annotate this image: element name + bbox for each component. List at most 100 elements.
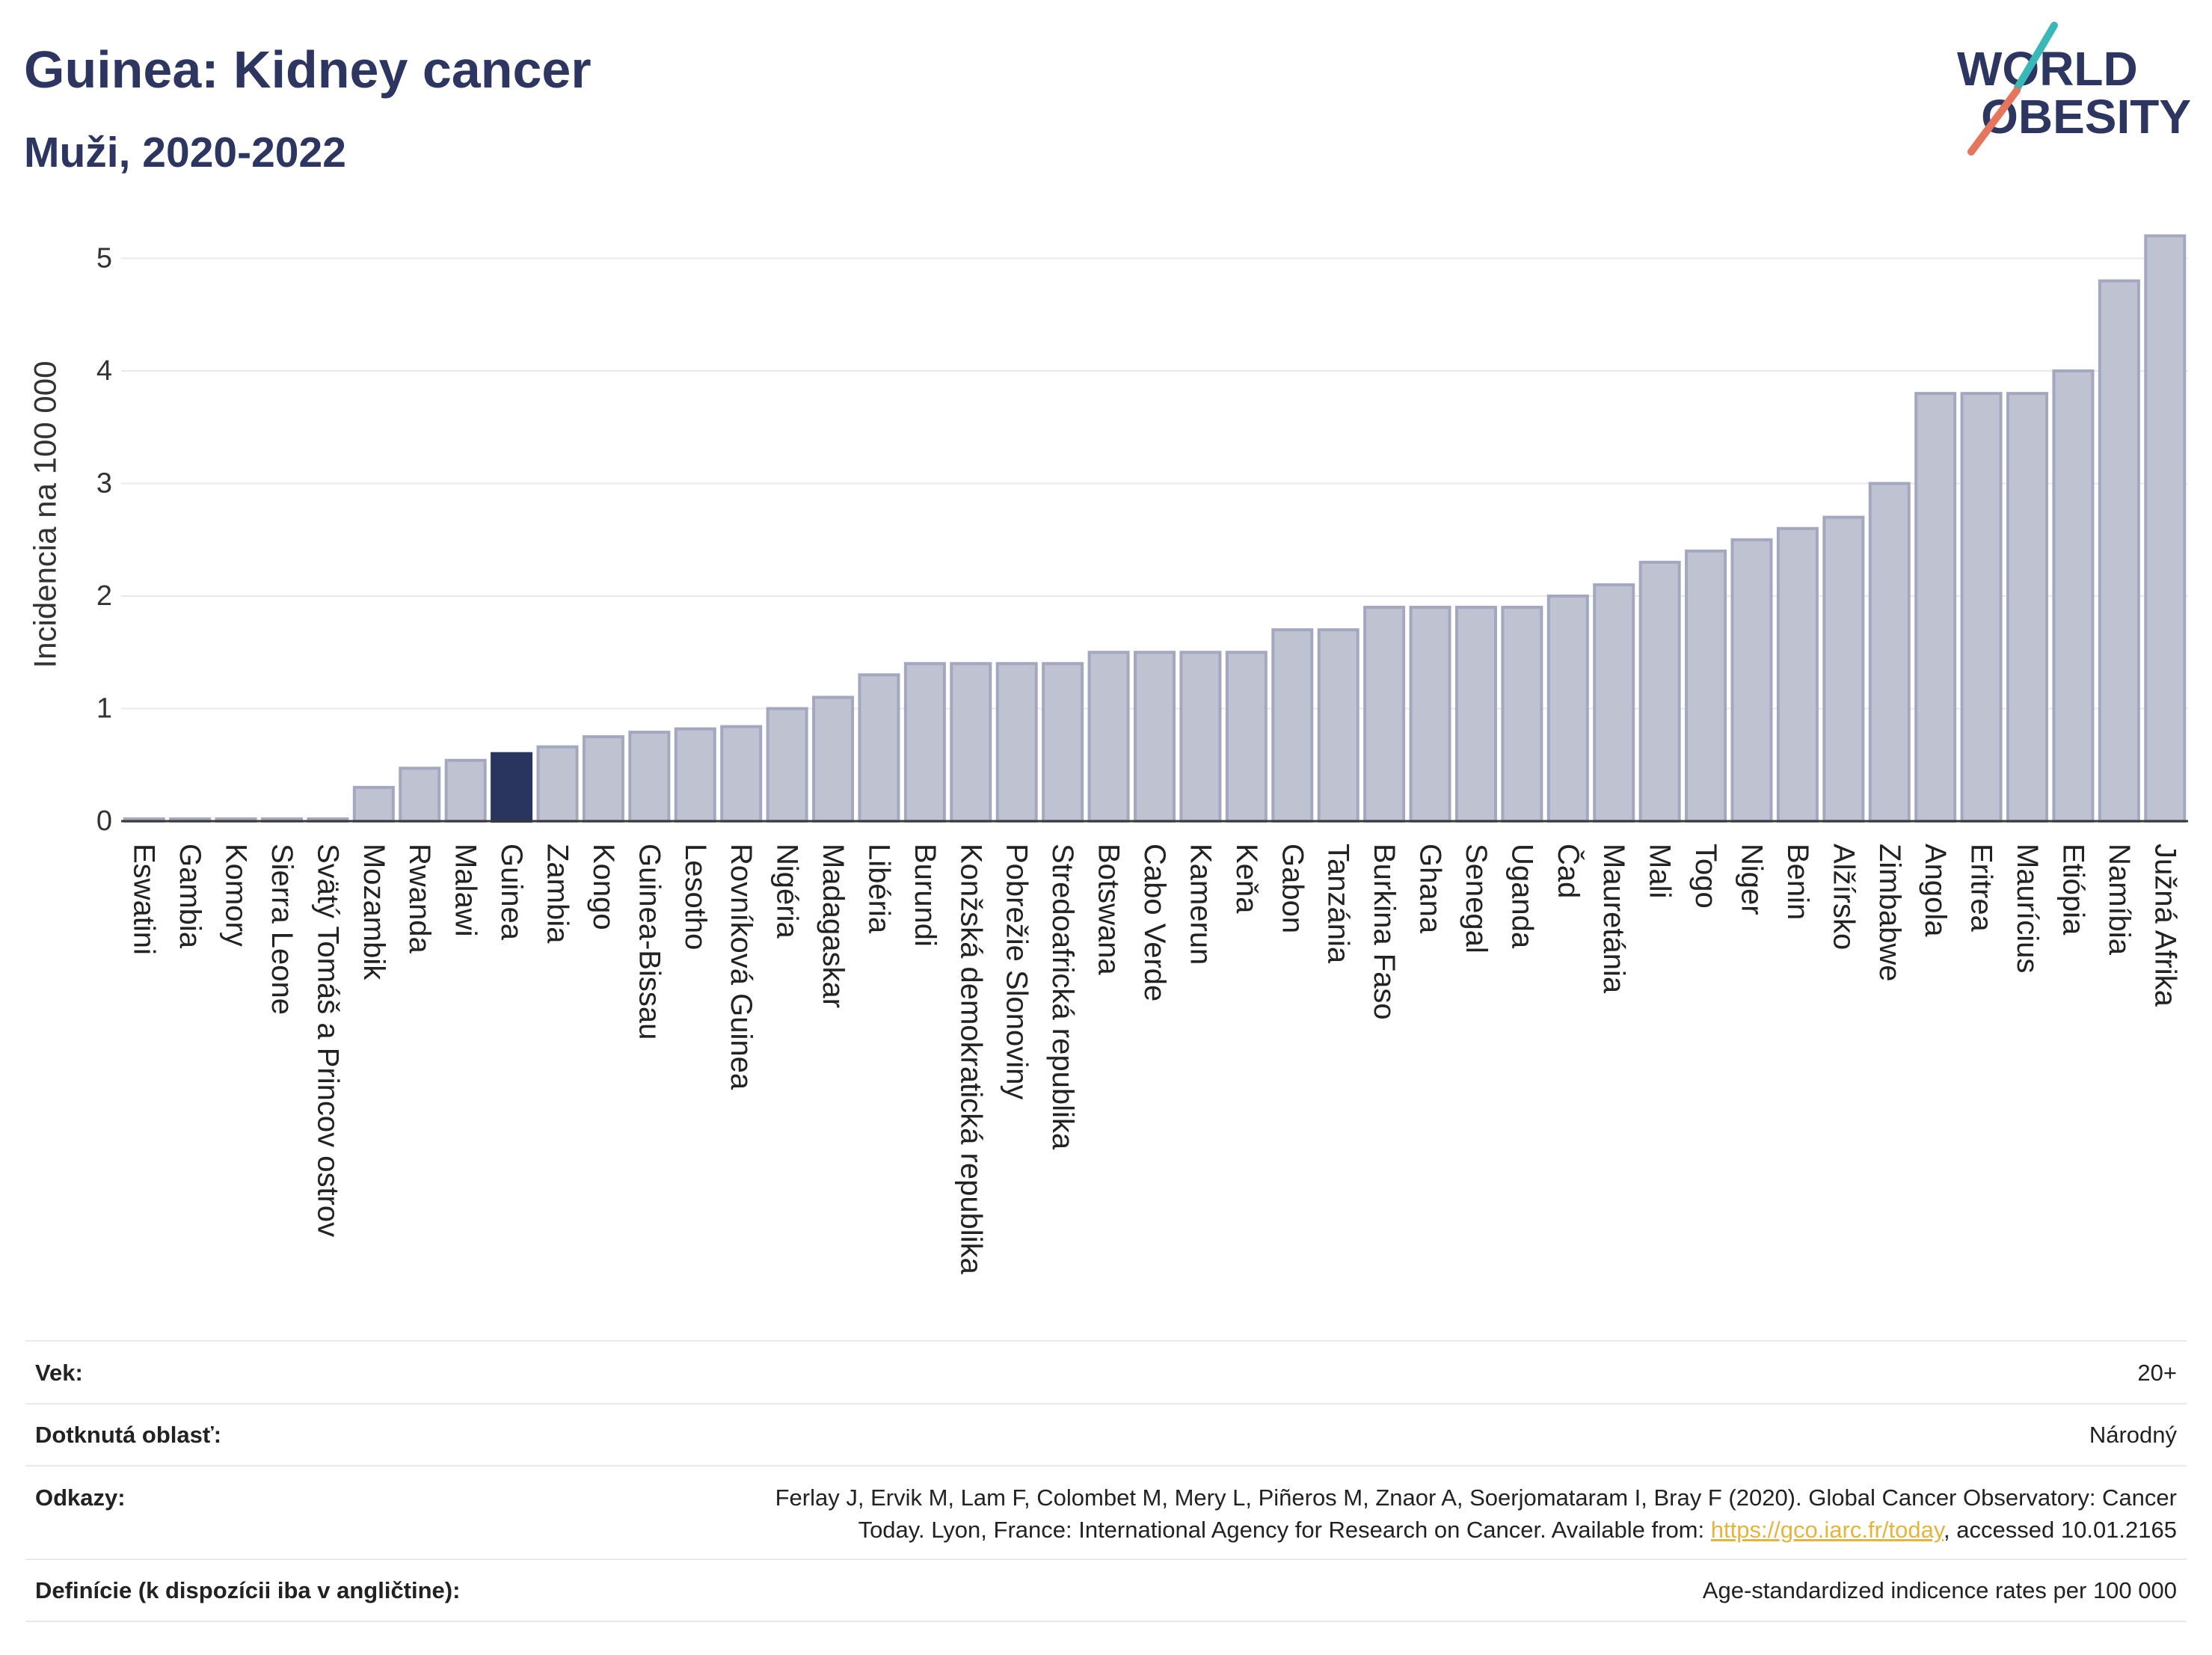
x-tick-label: Benin (1781, 844, 1814, 920)
x-tick-label: Tanzánia (1322, 844, 1355, 964)
references-link[interactable]: https://gco.iarc.fr/today (1710, 1517, 1944, 1543)
references-label: Odkazy: (35, 1484, 126, 1511)
footer-row-references: Odkazy: Ferlay J, Ervik M, Lam F, Colomb… (25, 1465, 2187, 1559)
bar (1546, 595, 1589, 823)
x-tick-label: Etiópia (2056, 844, 2089, 936)
world-obesity-logo: WORLD OBESITY (1957, 22, 2191, 156)
x-tick-label: Eritrea (1965, 844, 1998, 933)
x-tick-label: Keňa (1230, 844, 1263, 914)
bar (2006, 392, 2049, 823)
bar (2052, 369, 2095, 823)
logo-slash-coral (1967, 87, 2021, 156)
x-tick-label: Maurícius (2011, 844, 2044, 973)
y-tick-label: 1 (96, 693, 112, 725)
bar (812, 696, 855, 823)
x-tick-label: Niger (1735, 844, 1768, 915)
x-tick-label: Zimbabwe (1873, 844, 1906, 982)
references-accessed-text: , accessed 10.01.2165 (1944, 1517, 2177, 1543)
bar-chart: 0 1 2 3 4 5 Eswatini Gambia Komory Sierra Leone S… (28, 234, 2188, 1275)
footer-row-area: Dotknutá oblasť: Národný (25, 1403, 2187, 1465)
bar (1822, 515, 1865, 823)
bar (1914, 392, 1957, 823)
bar (1409, 606, 1451, 823)
x-tick-label: Pobrežie Slonoviny (1001, 844, 1033, 1099)
x-tick-label: Mauretánia (1597, 844, 1630, 994)
bar (399, 767, 441, 823)
logo-text-world: WORLD (1957, 42, 2138, 96)
bar (444, 758, 487, 823)
bar (1179, 651, 1222, 823)
x-tick-label: Mali (1644, 844, 1677, 898)
x-tick-label: Lesotho (679, 844, 712, 950)
x-tick-label: Botswana (1093, 844, 1125, 975)
bars (121, 234, 2188, 823)
bar (1868, 482, 1911, 823)
bar (1960, 392, 2003, 823)
references-line-2-text: Today. Lyon, France: International Agenc… (858, 1517, 1711, 1543)
bar (858, 673, 900, 823)
bar (995, 662, 1038, 823)
bar (1685, 549, 1727, 823)
x-tick-label: Sierra Leone (265, 844, 298, 1015)
x-tick-label: Togo (1689, 844, 1722, 909)
logo-text-obesity: OBESITY (1981, 90, 2191, 144)
bar (628, 731, 671, 823)
bar (1042, 662, 1084, 823)
x-axis-ticks: Eswatini Gambia Komory Sierra Leone Svätý To… (128, 844, 2182, 1275)
x-tick-label: Konžská demokratická republika (954, 844, 987, 1275)
x-tick-label: Rwanda (403, 844, 436, 954)
x-tick-label: Madagaskar (817, 844, 850, 1008)
bar (950, 662, 992, 823)
x-tick-label: Libéria (862, 844, 895, 934)
x-tick-label: Stredoafrická republika (1046, 844, 1079, 1150)
x-tick-label: Guinea-Bissau (633, 844, 666, 1040)
x-tick-label: Gambia (173, 844, 206, 949)
x-tick-label: Južná Afrika (2148, 844, 2181, 1007)
area-value: Národný (2089, 1422, 2177, 1448)
definitions-value: Age-standardized indicence rates per 100… (1702, 1577, 2177, 1603)
bar (766, 707, 808, 823)
x-tick-label: Ghana (1414, 844, 1447, 934)
age-value: 20+ (2137, 1359, 2177, 1386)
bar (352, 785, 395, 823)
x-tick-label: Zambia (541, 844, 574, 944)
bar (1638, 560, 1681, 823)
x-tick-label: Burundi (909, 844, 941, 947)
x-tick-label: Guinea (495, 844, 528, 941)
bar (674, 727, 716, 823)
bar (1271, 628, 1314, 823)
references-text: Ferlay J, Ervik M, Lam F, Colombet M, Me… (775, 1481, 2177, 1546)
x-tick-label: Svätý Tomáš a Princov ostrov (311, 844, 344, 1237)
x-tick-label: Gabon (1276, 844, 1309, 933)
y-tick-label: 5 (96, 243, 112, 274)
x-tick-label: Čad (1552, 844, 1585, 898)
x-tick-label: Nigéria (771, 844, 804, 939)
y-tick-label: 3 (96, 468, 112, 500)
bar (2144, 234, 2187, 823)
x-tick-label: Mozambik (357, 844, 390, 980)
x-tick-label: Malawi (449, 844, 482, 936)
x-tick-label: Alžírsko (1827, 844, 1860, 950)
y-axis-ticks: 0 1 2 3 4 5 (96, 243, 112, 838)
bar (1454, 606, 1497, 823)
bar (903, 662, 946, 823)
x-tick-label: Rovníková Guinea (725, 844, 758, 1090)
x-tick-label: Uganda (1505, 844, 1538, 949)
bar (1776, 526, 1819, 823)
footer-row-age: Vek: 20+ (25, 1340, 2187, 1403)
chart-subtitle: Muži, 2020-2022 (24, 129, 346, 176)
y-tick-label: 4 (96, 355, 112, 387)
bar (536, 745, 579, 823)
bar (1593, 583, 1635, 823)
logo-slash-teal (2014, 22, 2058, 91)
x-tick-label: Eswatini (128, 844, 161, 955)
y-tick-label: 0 (96, 805, 112, 837)
chart-title: Guinea: Kidney cancer (24, 40, 592, 99)
bar (2098, 279, 2140, 823)
y-axis-label: Incidencia na 100 000 (28, 361, 63, 669)
x-tick-label: Komory (220, 844, 253, 947)
bar (582, 735, 624, 823)
footer-row-definitions: Definície (k dispozícii iba v angličtine… (25, 1559, 2187, 1622)
x-tick-label: Kamerun (1184, 844, 1217, 965)
bar (1225, 651, 1268, 823)
